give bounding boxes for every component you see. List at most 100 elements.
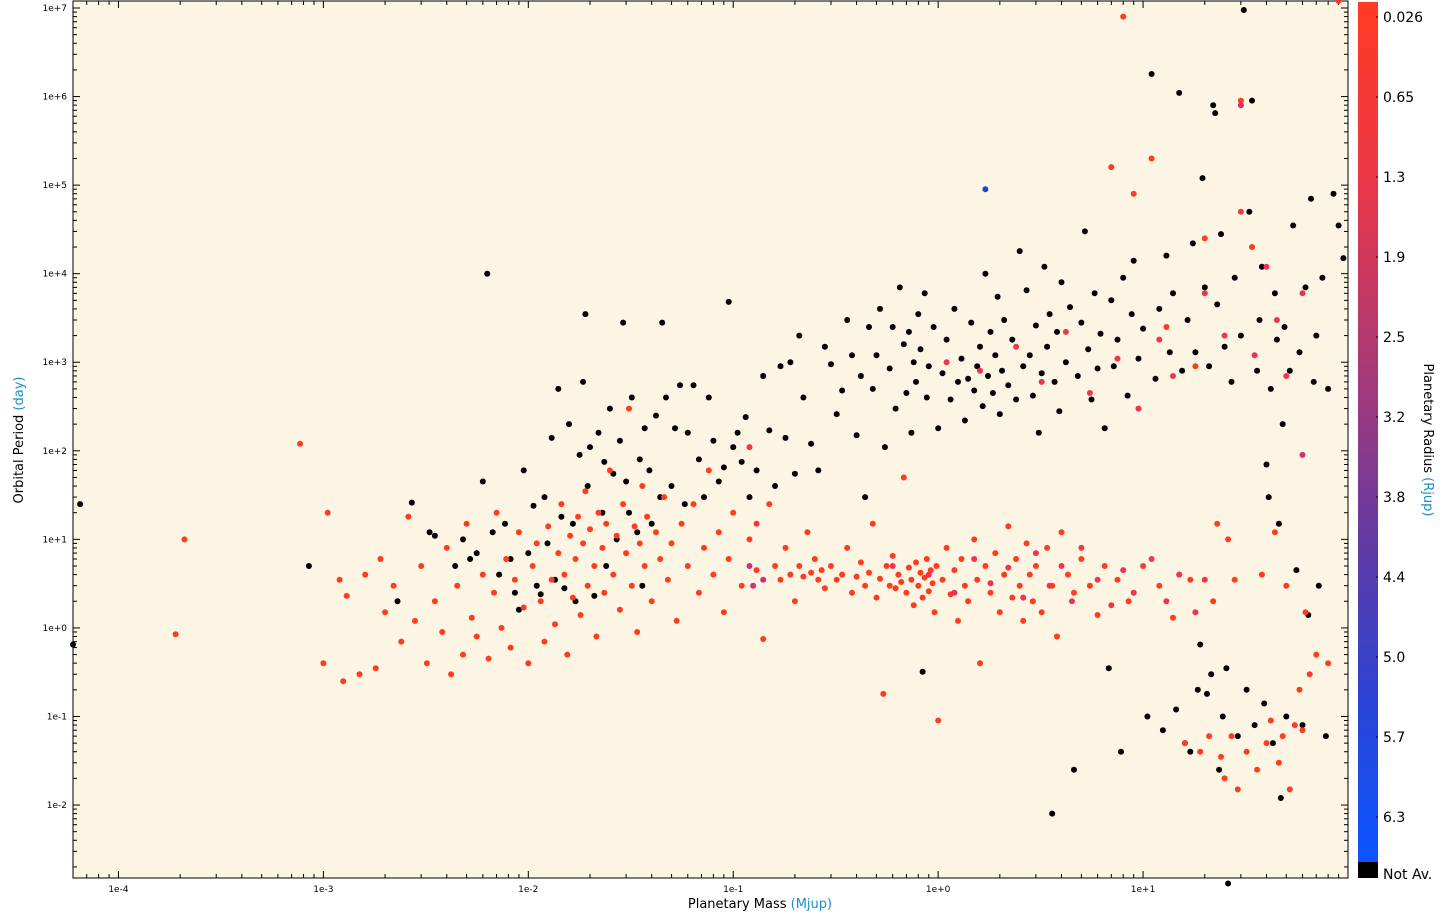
data-point: [753, 520, 760, 527]
data-point: [1005, 382, 1012, 389]
data-point: [511, 589, 518, 596]
data-point: [760, 373, 767, 379]
data-point: [1065, 571, 1071, 578]
data-point: [1254, 367, 1261, 374]
data-point: [917, 569, 924, 576]
data-point: [1054, 328, 1060, 335]
data-point: [77, 501, 84, 508]
data-point: [734, 429, 741, 436]
data-point: [1197, 641, 1204, 648]
data-point: [921, 574, 928, 581]
data-point: [1325, 660, 1332, 667]
data-point: [1214, 520, 1221, 527]
data-point: [777, 576, 784, 583]
data-point: [873, 594, 880, 601]
data-point: [1237, 332, 1244, 339]
data-point: [943, 336, 950, 343]
data-point: [491, 589, 497, 596]
data-point: [1299, 727, 1306, 734]
data-point: [636, 540, 643, 547]
data-point: [372, 665, 379, 672]
data-point: [989, 390, 996, 396]
data-point: [849, 589, 855, 596]
data-point: [955, 378, 961, 385]
data-point: [1299, 290, 1306, 297]
data-point: [939, 370, 946, 377]
data-point: [782, 544, 789, 551]
data-point: [1322, 733, 1329, 740]
data-point: [818, 567, 825, 574]
data-point: [485, 655, 492, 662]
data-point: [1108, 602, 1115, 609]
data-point: [844, 317, 851, 323]
data-point: [900, 341, 907, 348]
data-point: [1156, 582, 1163, 589]
data-point: [889, 324, 896, 330]
data-point: [673, 617, 680, 624]
data-point: [537, 598, 544, 605]
data-point: [974, 363, 981, 370]
data-point: [1306, 671, 1313, 678]
data-point: [705, 394, 712, 401]
data-point: [582, 488, 589, 495]
data-point: [996, 411, 1003, 418]
data-point: [1179, 367, 1186, 374]
data-point: [1056, 408, 1063, 415]
data-point: [804, 529, 811, 536]
data-point: [985, 373, 991, 379]
data-point: [869, 385, 876, 392]
data-point: [1279, 421, 1286, 428]
data-point: [606, 405, 613, 412]
data-point: [766, 501, 773, 508]
data-point: [935, 717, 942, 724]
data-point: [1291, 722, 1298, 729]
data-point: [537, 591, 544, 598]
colorbar-tick-label: 4.4: [1383, 570, 1405, 586]
data-point: [561, 571, 568, 578]
data-point: [1277, 795, 1284, 801]
data-point: [498, 624, 505, 631]
data-point: [1078, 556, 1085, 562]
data-point: [1081, 228, 1088, 235]
data-point: [473, 633, 480, 640]
data-point: [572, 556, 579, 562]
data-point: [777, 363, 784, 370]
data-point: [1192, 363, 1199, 370]
y-tick-label: 1e+1: [42, 535, 67, 545]
data-point: [746, 563, 753, 569]
data-point: [507, 556, 514, 562]
data-point: [1223, 665, 1230, 672]
data-point: [601, 589, 608, 596]
data-point: [923, 556, 930, 562]
data-point: [1313, 651, 1320, 658]
colorbar-tick-label: 1.9: [1383, 250, 1405, 266]
data-point: [900, 474, 907, 481]
x-axis-unit: (Mjup): [791, 897, 832, 912]
data-point: [1283, 713, 1290, 720]
data-point: [908, 576, 915, 583]
data-point: [1005, 564, 1012, 571]
data-point: [561, 585, 568, 592]
data-point: [930, 324, 937, 330]
data-point: [1187, 748, 1194, 755]
data-point: [690, 382, 697, 389]
data-point: [1263, 461, 1270, 468]
colorbar-tick-label: 3.2: [1383, 410, 1405, 426]
data-point: [1044, 544, 1051, 551]
data-point: [857, 559, 864, 566]
data-point: [1206, 733, 1213, 740]
data-point: [1029, 392, 1036, 399]
data-point: [558, 501, 565, 508]
data-point: [883, 563, 890, 569]
data-point: [677, 382, 683, 389]
data-point: [710, 437, 717, 444]
data-point: [1058, 563, 1065, 569]
data-point: [772, 563, 779, 569]
data-point: [1310, 378, 1317, 385]
data-point: [587, 526, 593, 533]
data-point: [1263, 740, 1270, 747]
data-point: [1016, 248, 1023, 255]
data-point: [958, 556, 965, 562]
data-point: [877, 305, 883, 312]
